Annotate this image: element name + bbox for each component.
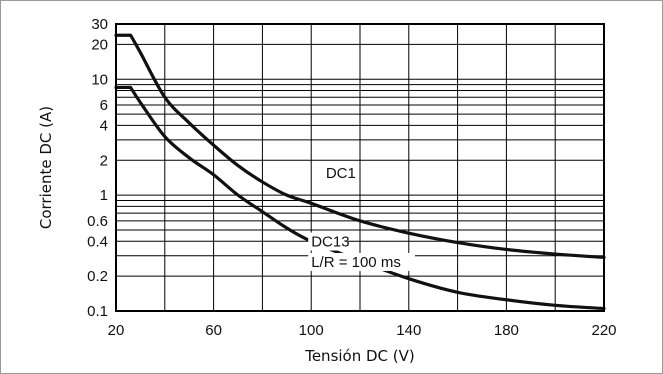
annotation-label: DC13 — [311, 234, 349, 251]
annotation-label: L/R = 100 ms — [311, 254, 401, 271]
series-lines — [114, 33, 606, 311]
annotation-bg — [308, 252, 415, 271]
x-tick-label: 20 — [108, 322, 125, 339]
y-tick-label: 1 — [100, 187, 108, 204]
annotations: DC1 DC13 L/R = 100 ms — [308, 164, 415, 271]
annotation-bg — [308, 232, 348, 251]
y-tick-label: 6 — [100, 97, 108, 114]
x-tick-label: 220 — [591, 322, 616, 339]
x-tick-label: 60 — [205, 322, 222, 339]
plot-border — [115, 23, 605, 312]
annotation-label: DC1 — [326, 165, 356, 182]
y-tick-label: 0.1 — [87, 303, 108, 320]
y-tick-label: 20 — [91, 36, 108, 53]
y-tick-label: 0.2 — [87, 268, 108, 285]
y-axis-title: Corriente DC (A) — [37, 106, 55, 229]
y-tick-label: 4 — [100, 117, 108, 134]
x-tick-label: 140 — [396, 322, 421, 339]
annotation-bg — [322, 164, 355, 183]
y-tick-label: 30 — [91, 16, 108, 33]
y-tick-label: 2 — [100, 152, 108, 169]
y-tick-label: 0.4 — [87, 233, 108, 250]
y-tick-label: 0.6 — [87, 213, 108, 230]
x-tick-label: 100 — [299, 322, 324, 339]
y-tick-label: 10 — [91, 71, 108, 88]
x-axis-title: Tensión DC (V) — [304, 347, 415, 365]
tick-labels: 20 60 100 140 180 220 0.1 0.2 0.4 0.6 1 2 4 6 10 20 30 — [87, 16, 616, 339]
x-tick-label: 180 — [494, 322, 519, 339]
series-line-dc13 — [114, 85, 606, 311]
series-line-dc1 — [114, 33, 606, 260]
